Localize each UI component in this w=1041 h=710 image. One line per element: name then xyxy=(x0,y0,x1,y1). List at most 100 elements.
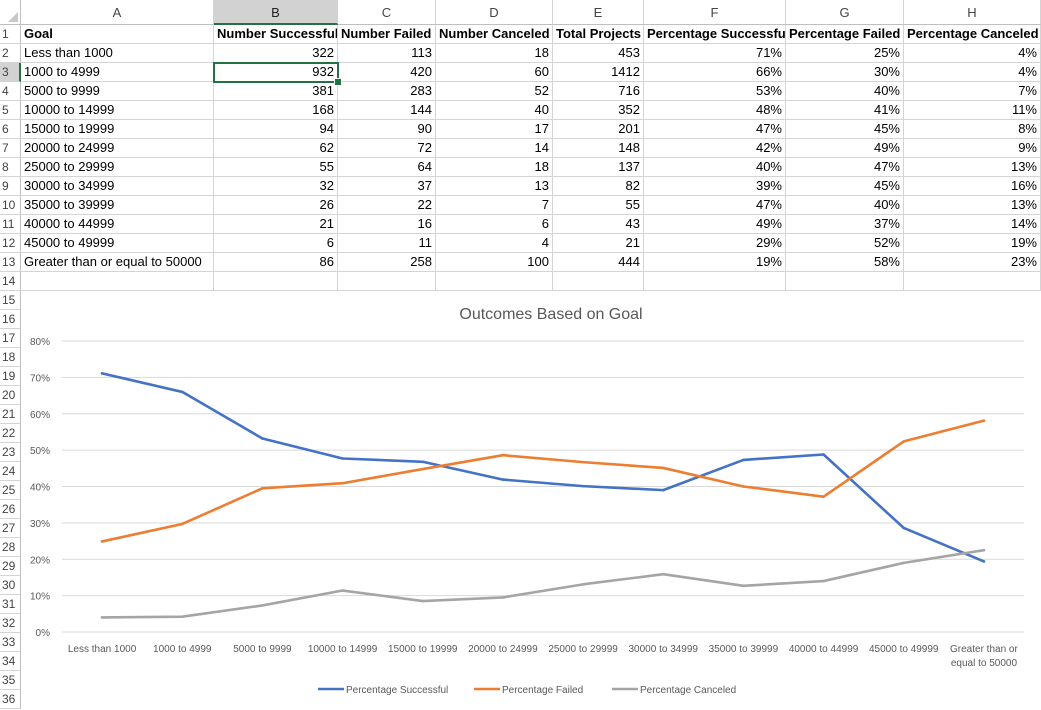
row-header-15[interactable]: 15 xyxy=(0,291,21,310)
data-cell-g7[interactable]: 49% xyxy=(786,139,904,158)
data-cell-b13[interactable]: 86 xyxy=(214,253,338,272)
data-cell-a6[interactable]: 15000 to 19999 xyxy=(21,120,214,139)
data-cell-h10[interactable]: 13% xyxy=(904,196,1041,215)
data-cell-g11[interactable]: 37% xyxy=(786,215,904,234)
row-header-29[interactable]: 29 xyxy=(0,557,21,576)
column-header-g[interactable]: G xyxy=(786,0,904,25)
data-cell-e8[interactable]: 137 xyxy=(553,158,644,177)
data-cell-g2[interactable]: 25% xyxy=(786,44,904,63)
data-cell-e11[interactable]: 43 xyxy=(553,215,644,234)
row-header-10[interactable]: 10 xyxy=(0,196,21,215)
data-cell-e2[interactable]: 453 xyxy=(553,44,644,63)
data-cell-g4[interactable]: 40% xyxy=(786,82,904,101)
column-header-b[interactable]: B xyxy=(214,0,338,25)
data-cell-d7[interactable]: 14 xyxy=(436,139,553,158)
row-header-9[interactable]: 9 xyxy=(0,177,21,196)
data-cell-g9[interactable]: 45% xyxy=(786,177,904,196)
row-header-36[interactable]: 36 xyxy=(0,690,21,709)
header-cell-f[interactable]: Percentage Successful xyxy=(644,25,786,44)
column-header-e[interactable]: E xyxy=(553,0,644,25)
data-cell-h7[interactable]: 9% xyxy=(904,139,1041,158)
data-cell-b7[interactable]: 62 xyxy=(214,139,338,158)
data-cell-d12[interactable]: 4 xyxy=(436,234,553,253)
data-cell-e13[interactable]: 444 xyxy=(553,253,644,272)
data-cell-d5[interactable]: 40 xyxy=(436,101,553,120)
empty-cell[interactable] xyxy=(21,272,214,291)
data-cell-c8[interactable]: 64 xyxy=(338,158,436,177)
row-header-3[interactable]: 3 xyxy=(0,63,21,82)
data-cell-a3[interactable]: 1000 to 4999 xyxy=(21,63,214,82)
row-header-8[interactable]: 8 xyxy=(0,158,21,177)
row-header-20[interactable]: 20 xyxy=(0,386,21,405)
data-cell-a11[interactable]: 40000 to 44999 xyxy=(21,215,214,234)
data-cell-d6[interactable]: 17 xyxy=(436,120,553,139)
data-cell-g12[interactable]: 52% xyxy=(786,234,904,253)
data-cell-h6[interactable]: 8% xyxy=(904,120,1041,139)
row-header-16[interactable]: 16 xyxy=(0,310,21,329)
empty-cell[interactable] xyxy=(214,272,338,291)
header-cell-g[interactable]: Percentage Failed xyxy=(786,25,904,44)
data-cell-e10[interactable]: 55 xyxy=(553,196,644,215)
empty-cell[interactable] xyxy=(786,272,904,291)
data-cell-d10[interactable]: 7 xyxy=(436,196,553,215)
data-cell-g13[interactable]: 58% xyxy=(786,253,904,272)
data-cell-a2[interactable]: Less than 1000 xyxy=(21,44,214,63)
data-cell-d13[interactable]: 100 xyxy=(436,253,553,272)
data-cell-f5[interactable]: 48% xyxy=(644,101,786,120)
data-cell-d9[interactable]: 13 xyxy=(436,177,553,196)
data-cell-h4[interactable]: 7% xyxy=(904,82,1041,101)
data-cell-d4[interactable]: 52 xyxy=(436,82,553,101)
data-cell-b10[interactable]: 26 xyxy=(214,196,338,215)
data-cell-b5[interactable]: 168 xyxy=(214,101,338,120)
empty-cell[interactable] xyxy=(436,272,553,291)
column-header-d[interactable]: D xyxy=(436,0,553,25)
data-cell-a8[interactable]: 25000 to 29999 xyxy=(21,158,214,177)
row-header-33[interactable]: 33 xyxy=(0,633,21,652)
data-cell-h13[interactable]: 23% xyxy=(904,253,1041,272)
data-cell-e9[interactable]: 82 xyxy=(553,177,644,196)
data-cell-c7[interactable]: 72 xyxy=(338,139,436,158)
column-header-a[interactable]: A xyxy=(21,0,214,25)
data-cell-c11[interactable]: 16 xyxy=(338,215,436,234)
data-cell-f13[interactable]: 19% xyxy=(644,253,786,272)
data-cell-a7[interactable]: 20000 to 24999 xyxy=(21,139,214,158)
data-cell-d11[interactable]: 6 xyxy=(436,215,553,234)
data-cell-g6[interactable]: 45% xyxy=(786,120,904,139)
line-chart[interactable]: Outcomes Based on Goal 0% 10% 20% 30% 40% 50% 6… xyxy=(22,292,1041,710)
data-cell-c3[interactable]: 420 xyxy=(338,63,436,82)
row-header-12[interactable]: 12 xyxy=(0,234,21,253)
data-cell-d3[interactable]: 60 xyxy=(436,63,553,82)
data-cell-f11[interactable]: 49% xyxy=(644,215,786,234)
header-cell-d[interactable]: Number Canceled xyxy=(436,25,553,44)
column-header-f[interactable]: F xyxy=(644,0,786,25)
data-cell-c12[interactable]: 11 xyxy=(338,234,436,253)
data-cell-h2[interactable]: 4% xyxy=(904,44,1041,63)
data-cell-h11[interactable]: 14% xyxy=(904,215,1041,234)
data-cell-c9[interactable]: 37 xyxy=(338,177,436,196)
data-cell-c13[interactable]: 258 xyxy=(338,253,436,272)
data-cell-e5[interactable]: 352 xyxy=(553,101,644,120)
data-cell-b11[interactable]: 21 xyxy=(214,215,338,234)
row-header-21[interactable]: 21 xyxy=(0,405,21,424)
data-cell-b2[interactable]: 322 xyxy=(214,44,338,63)
data-cell-e6[interactable]: 201 xyxy=(553,120,644,139)
row-header-2[interactable]: 2 xyxy=(0,44,21,63)
empty-cell[interactable] xyxy=(338,272,436,291)
fill-handle[interactable] xyxy=(334,78,342,86)
data-cell-a4[interactable]: 5000 to 9999 xyxy=(21,82,214,101)
data-cell-b6[interactable]: 94 xyxy=(214,120,338,139)
empty-cell[interactable] xyxy=(553,272,644,291)
data-cell-e7[interactable]: 148 xyxy=(553,139,644,158)
data-cell-h5[interactable]: 11% xyxy=(904,101,1041,120)
data-cell-b3[interactable]: 932 xyxy=(214,63,338,82)
header-cell-b[interactable]: Number Successful xyxy=(214,25,338,44)
row-header-32[interactable]: 32 xyxy=(0,614,21,633)
data-cell-b9[interactable]: 32 xyxy=(214,177,338,196)
row-header-1[interactable]: 1 xyxy=(0,25,21,44)
row-header-7[interactable]: 7 xyxy=(0,139,21,158)
row-header-31[interactable]: 31 xyxy=(0,595,21,614)
data-cell-h3[interactable]: 4% xyxy=(904,63,1041,82)
data-cell-g3[interactable]: 30% xyxy=(786,63,904,82)
data-cell-f7[interactable]: 42% xyxy=(644,139,786,158)
